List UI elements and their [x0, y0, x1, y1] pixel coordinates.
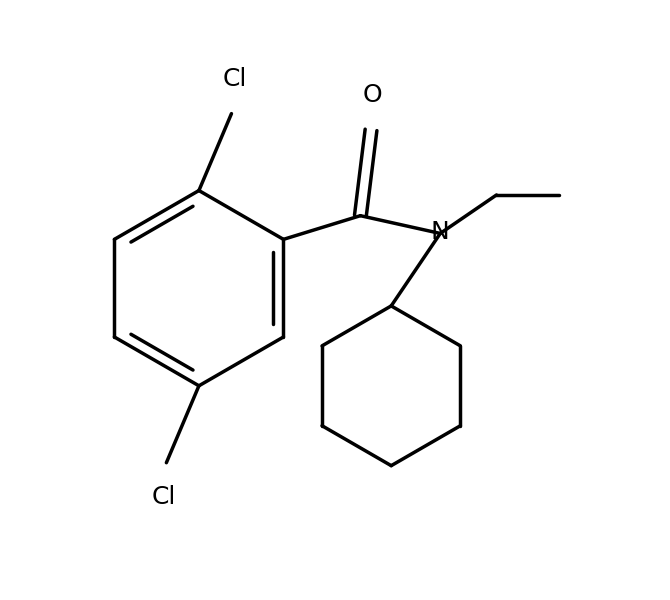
Text: O: O	[362, 83, 382, 107]
Text: N: N	[431, 220, 450, 244]
Text: Cl: Cl	[222, 67, 247, 91]
Text: Cl: Cl	[151, 485, 176, 509]
